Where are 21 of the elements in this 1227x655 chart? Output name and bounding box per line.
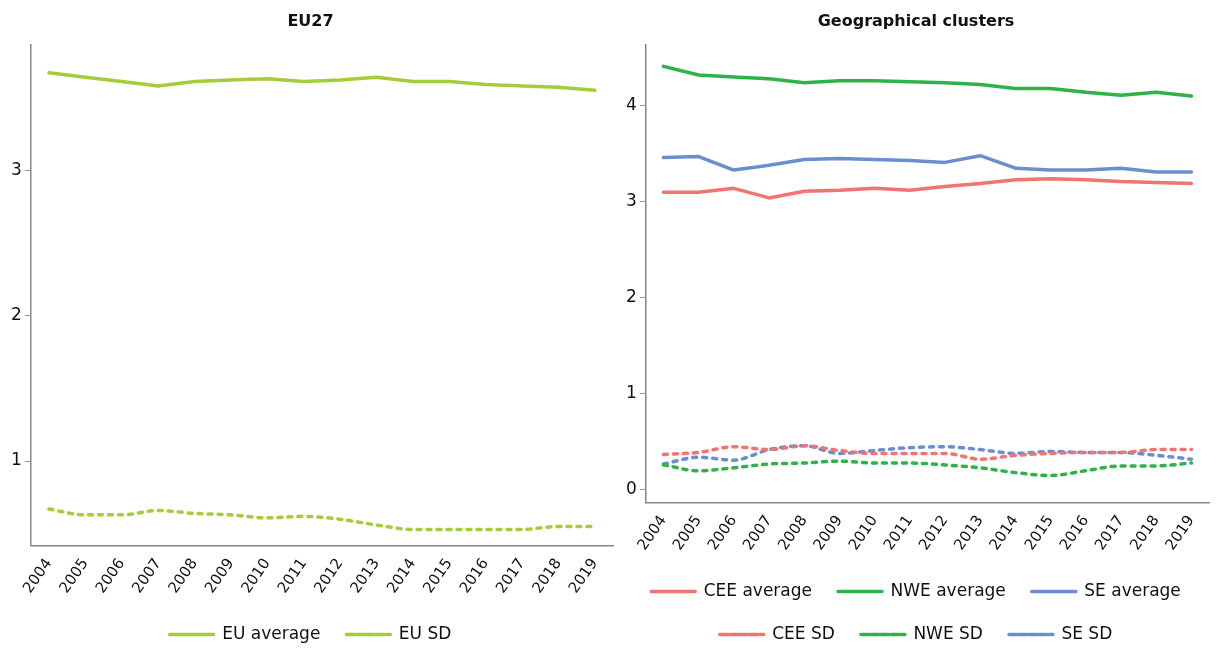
y-tick-label: 2 [10,304,22,325]
legend-label: CEE SD [772,622,835,643]
y-tick-label: 2 [625,286,637,307]
chart-title: EU27 [287,10,334,30]
y-tick-label: 1 [10,449,22,470]
y-tick-label: 4 [625,94,637,115]
legend-label: SE average [1084,579,1181,600]
y-tick-label: 1 [625,382,637,403]
legend-label: EU average [222,622,321,643]
y-tick-label: 0 [625,478,637,499]
legend-label: EU SD [398,622,452,643]
legend-label: NWE average [890,579,1006,600]
line-series [661,459,1194,478]
line-series [661,443,1194,461]
chart-title: Geographical clusters [817,10,1015,30]
legend-label: NWE SD [913,622,983,643]
y-tick-label: 3 [10,158,22,179]
legend-label: CEE average [703,579,813,600]
legend-label: SE SD [1061,622,1113,643]
line-series [661,443,1194,466]
y-tick-label: 3 [625,190,637,211]
